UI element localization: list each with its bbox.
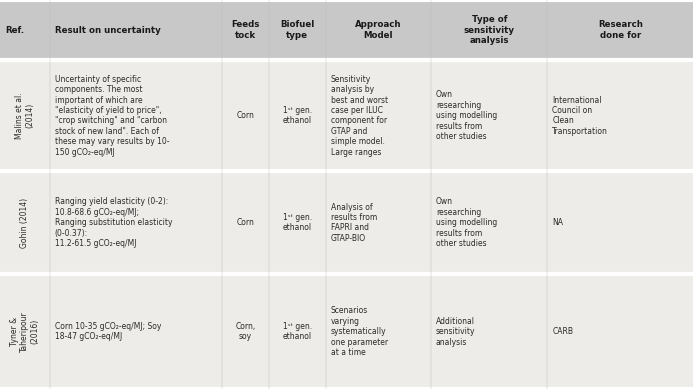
Text: Feeds
tock: Feeds tock (231, 21, 259, 40)
Text: Own
researching
using modelling
results from
other studies: Own researching using modelling results … (436, 197, 497, 248)
Bar (0, 171, 693, 274)
Text: Corn: Corn (236, 218, 254, 227)
Text: 1ˢᵗ gen.
ethanol: 1ˢᵗ gen. ethanol (283, 322, 312, 341)
Text: Gohin (2014): Gohin (2014) (21, 198, 29, 248)
Text: Additional
sensitivity
analysis: Additional sensitivity analysis (436, 317, 475, 347)
Text: Corn 10-35 gCO₂-eq/MJ; Soy
18-47 gCO₂-eq/MJ: Corn 10-35 gCO₂-eq/MJ; Soy 18-47 gCO₂-eq… (55, 322, 161, 341)
Bar (0, 60, 693, 171)
Text: Ranging yield elasticity (0-2):
10.8-68.6 gCO₂-eq/MJ;
Ranging substitution elast: Ranging yield elasticity (0-2): 10.8-68.… (55, 197, 173, 248)
Text: Tyner &
Taheripour
(2016): Tyner & Taheripour (2016) (10, 311, 40, 352)
Text: CARB: CARB (552, 327, 573, 336)
Text: NA: NA (552, 218, 563, 227)
Text: Approach
Model: Approach Model (355, 21, 402, 40)
Text: International
Council on
Clean
Transportation: International Council on Clean Transport… (552, 96, 608, 136)
Bar (0, 0, 693, 60)
Text: Analysis of
results from
FAPRI and
GTAP-BIO: Analysis of results from FAPRI and GTAP-… (331, 203, 377, 243)
Text: Uncertainty of specific
components. The most
important of which are
"elasticity : Uncertainty of specific components. The … (55, 75, 169, 157)
Text: Corn: Corn (236, 111, 254, 120)
Bar (0, 274, 693, 389)
Text: Research
done for: Research done for (598, 21, 642, 40)
Text: 1ˢᵗ gen.
ethanol: 1ˢᵗ gen. ethanol (283, 213, 312, 232)
Text: Scenarios
varying
systematically
one parameter
at a time: Scenarios varying systematically one par… (331, 306, 387, 357)
Text: Own
researching
using modelling
results from
other studies: Own researching using modelling results … (436, 90, 497, 141)
Text: 1ˢᵗ gen.
ethanol: 1ˢᵗ gen. ethanol (283, 106, 312, 125)
Text: Corn,
soy: Corn, soy (235, 322, 256, 341)
Text: Biofuel
type: Biofuel type (280, 21, 315, 40)
Text: Sensitivity
analysis by
best and worst
case per ILUC
component for
GTAP and
simp: Sensitivity analysis by best and worst c… (331, 75, 387, 157)
Text: Malins et al.
(2014): Malins et al. (2014) (15, 93, 35, 139)
Text: Result on uncertainty: Result on uncertainty (55, 26, 161, 35)
Text: Ref.: Ref. (5, 26, 24, 35)
Text: Type of
sensitivity
analysis: Type of sensitivity analysis (464, 15, 515, 45)
